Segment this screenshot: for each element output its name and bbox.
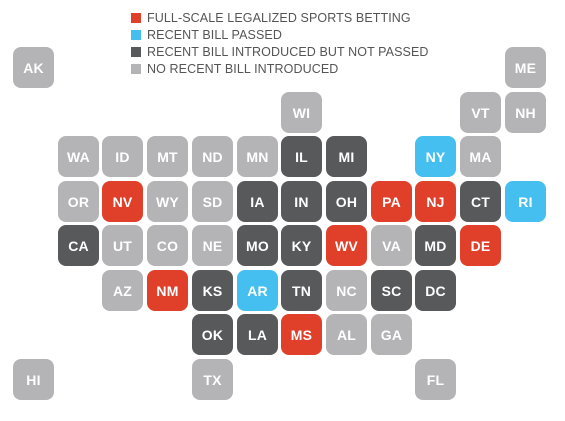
state-tile-nh: NH [505,92,546,133]
state-tile-ok: OK [192,314,233,355]
state-tile-nj: NJ [415,181,456,222]
state-tile-wa: WA [58,136,99,177]
state-tile-ia: IA [237,181,278,222]
state-tile-ms: MS [281,314,322,355]
state-tile-tx: TX [192,359,233,400]
state-tile-ut: UT [102,225,143,266]
state-tile-ak: AK [13,47,54,88]
state-tile-ma: MA [460,136,501,177]
state-tile-me: ME [505,47,546,88]
state-tile-wv: WV [326,225,367,266]
legend-label-legal: FULL-SCALE LEGALIZED SPORTS BETTING [147,10,411,25]
state-tile-sd: SD [192,181,233,222]
state-tile-ky: KY [281,225,322,266]
legend-label-passed: RECENT BILL PASSED [147,27,282,42]
state-tile-mn: MN [237,136,278,177]
state-tile-az: AZ [102,270,143,311]
state-tile-ri: RI [505,181,546,222]
state-tile-al: AL [326,314,367,355]
state-tile-or: OR [58,181,99,222]
state-tile-nv: NV [102,181,143,222]
state-tile-de: DE [460,225,501,266]
state-tile-mo: MO [237,225,278,266]
state-tile-la: LA [237,314,278,355]
state-tile-ne: NE [192,225,233,266]
state-tile-ks: KS [192,270,233,311]
state-tile-wy: WY [147,181,188,222]
legend-label-none: NO RECENT BILL INTRODUCED [147,61,339,76]
legend-item-none: NO RECENT BILL INTRODUCED [131,60,429,77]
state-tile-mi: MI [326,136,367,177]
legend-item-introduced: RECENT BILL INTRODUCED BUT NOT PASSED [131,43,429,60]
legend-swatch-introduced [131,46,141,57]
state-tile-ny: NY [415,136,456,177]
state-tile-dc: DC [415,270,456,311]
state-tile-wi: WI [281,92,322,133]
legend-item-passed: RECENT BILL PASSED [131,26,429,43]
state-tile-in: IN [281,181,322,222]
state-tile-ar: AR [237,270,278,311]
state-tile-vt: VT [460,92,501,133]
state-tile-fl: FL [415,359,456,400]
state-tile-ga: GA [371,314,412,355]
map-legend: FULL-SCALE LEGALIZED SPORTS BETTING RECEN… [131,9,429,77]
state-tile-il: IL [281,136,322,177]
state-tile-ct: CT [460,181,501,222]
state-tile-pa: PA [371,181,412,222]
legend-swatch-none [131,63,141,74]
state-tile-nc: NC [326,270,367,311]
state-tile-mt: MT [147,136,188,177]
state-tile-ca: CA [58,225,99,266]
state-tile-tn: TN [281,270,322,311]
legend-swatch-passed [131,29,141,40]
state-tile-nd: ND [192,136,233,177]
state-tile-va: VA [371,225,412,266]
state-tile-md: MD [415,225,456,266]
legend-item-legal: FULL-SCALE LEGALIZED SPORTS BETTING [131,9,429,26]
state-tile-nm: NM [147,270,188,311]
state-tile-oh: OH [326,181,367,222]
state-tile-hi: HI [13,359,54,400]
state-tile-co: CO [147,225,188,266]
legend-swatch-legal [131,12,141,23]
state-tile-id: ID [102,136,143,177]
legend-label-introduced: RECENT BILL INTRODUCED BUT NOT PASSED [147,44,429,59]
state-tile-sc: SC [371,270,412,311]
